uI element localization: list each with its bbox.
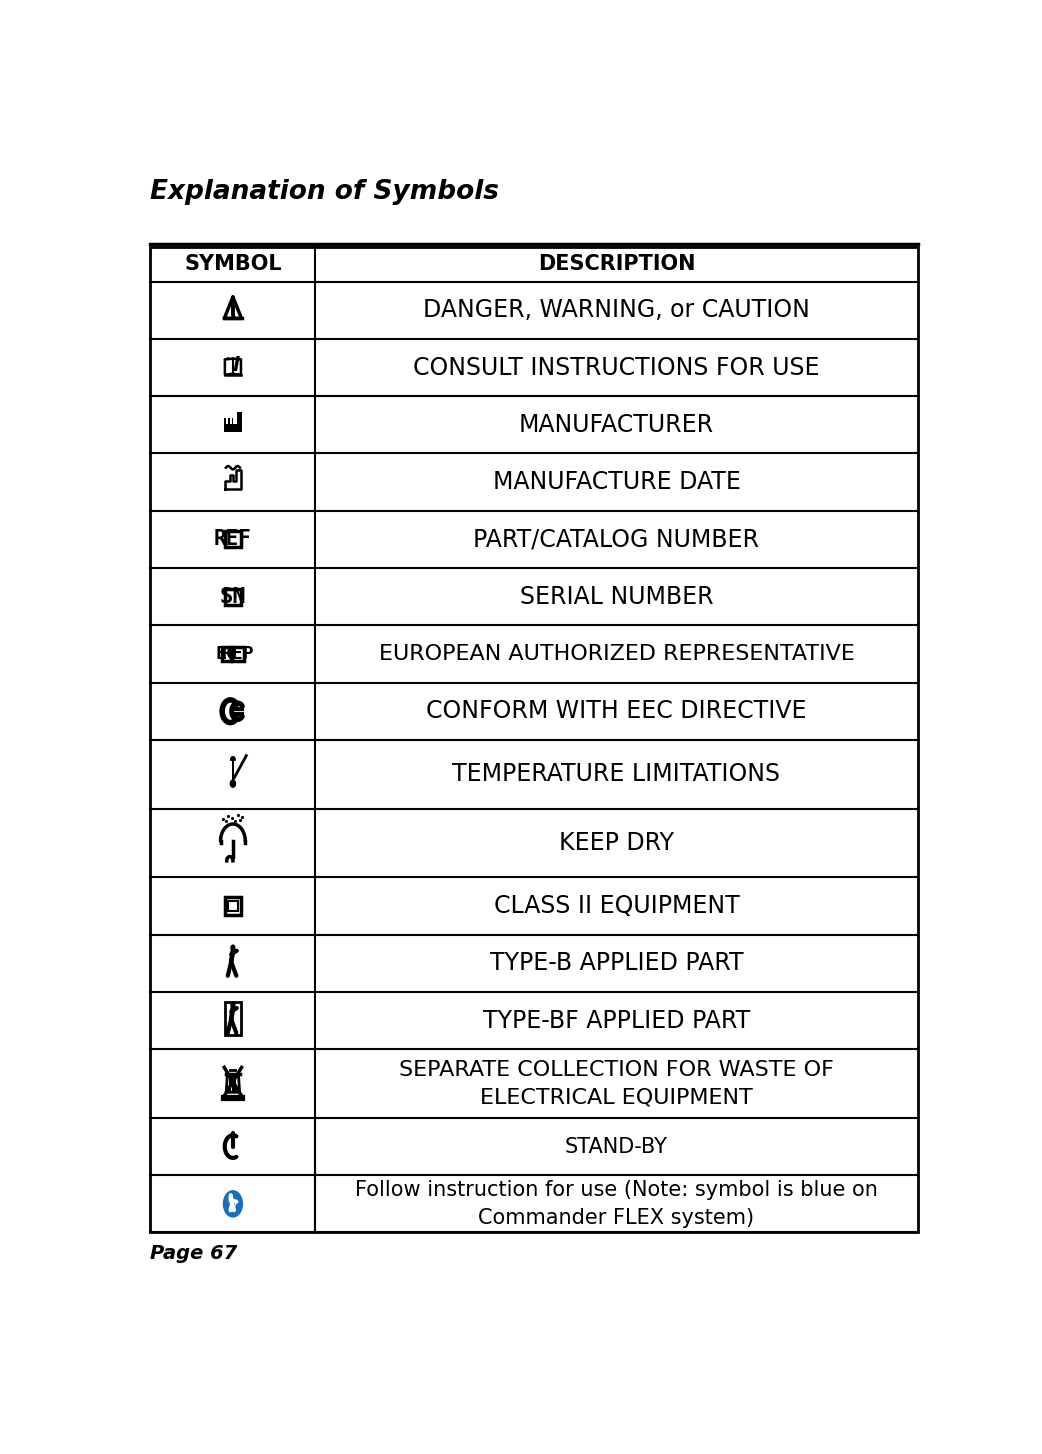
Polygon shape [231,419,233,423]
Text: EC: EC [216,646,238,663]
Text: DESCRIPTION: DESCRIPTION [538,254,695,275]
Polygon shape [232,759,233,779]
Text: Explanation of Symbols: Explanation of Symbols [150,179,499,205]
Text: Follow instruction for use (Note: symbol is blue on
Commander FLEX system): Follow instruction for use (Note: symbol… [355,1179,878,1227]
Circle shape [231,945,234,951]
Text: MANUFACTURER: MANUFACTURER [519,413,714,436]
Polygon shape [237,411,242,432]
Bar [222,647,230,662]
Text: STAND-BY: STAND-BY [565,1137,668,1156]
Text: SERIAL NUMBER: SERIAL NUMBER [520,585,714,609]
Text: SN: SN [220,586,246,606]
Bar [231,1201,237,1205]
Text: EUROPEAN AUTHORIZED REPRESENTATIVE: EUROPEAN AUTHORIZED REPRESENTATIVE [378,644,854,664]
Bar [150,247,918,1233]
Text: MANUFACTURE DATE: MANUFACTURE DATE [493,470,741,494]
Circle shape [231,1002,234,1008]
Text: CONFORM WITH EEC DIRECTIVE: CONFORM WITH EEC DIRECTIVE [426,699,807,723]
Text: KEEP DRY: KEEP DRY [559,832,674,855]
Bar [225,531,241,547]
Polygon shape [224,419,226,423]
Text: TEMPERATURE LIMITATIONS: TEMPERATURE LIMITATIONS [452,762,780,787]
Bar [225,589,241,605]
Text: REF: REF [214,529,252,550]
Text: CONSULT INSTRUCTIONS FOR USE: CONSULT INSTRUCTIONS FOR USE [414,356,820,379]
Text: PART/CATALOG NUMBER: PART/CATALOG NUMBER [473,528,760,551]
Bar [231,647,244,662]
Circle shape [229,1194,232,1198]
Bar [225,897,241,915]
Polygon shape [224,423,237,432]
Text: CLASS II EQUIPMENT: CLASS II EQUIPMENT [494,894,740,917]
Text: TYPE-B APPLIED PART: TYPE-B APPLIED PART [490,951,743,976]
Bar [224,1002,242,1035]
Polygon shape [228,419,229,423]
Text: DANGER, WARNING, or CAUTION: DANGER, WARNING, or CAUTION [423,298,810,323]
Circle shape [223,1191,243,1217]
Text: Page 67: Page 67 [150,1243,238,1262]
Text: TYPE-BF APPLIED PART: TYPE-BF APPLIED PART [482,1009,750,1032]
Circle shape [230,779,235,787]
Text: i: i [232,356,240,375]
Text: REP: REP [222,646,254,663]
Text: SEPARATE COLLECTION FOR WASTE OF
ELECTRICAL EQUIPMENT: SEPARATE COLLECTION FOR WASTE OF ELECTRI… [399,1060,834,1108]
Text: SYMBOL: SYMBOL [184,254,281,275]
Bar [228,900,238,912]
